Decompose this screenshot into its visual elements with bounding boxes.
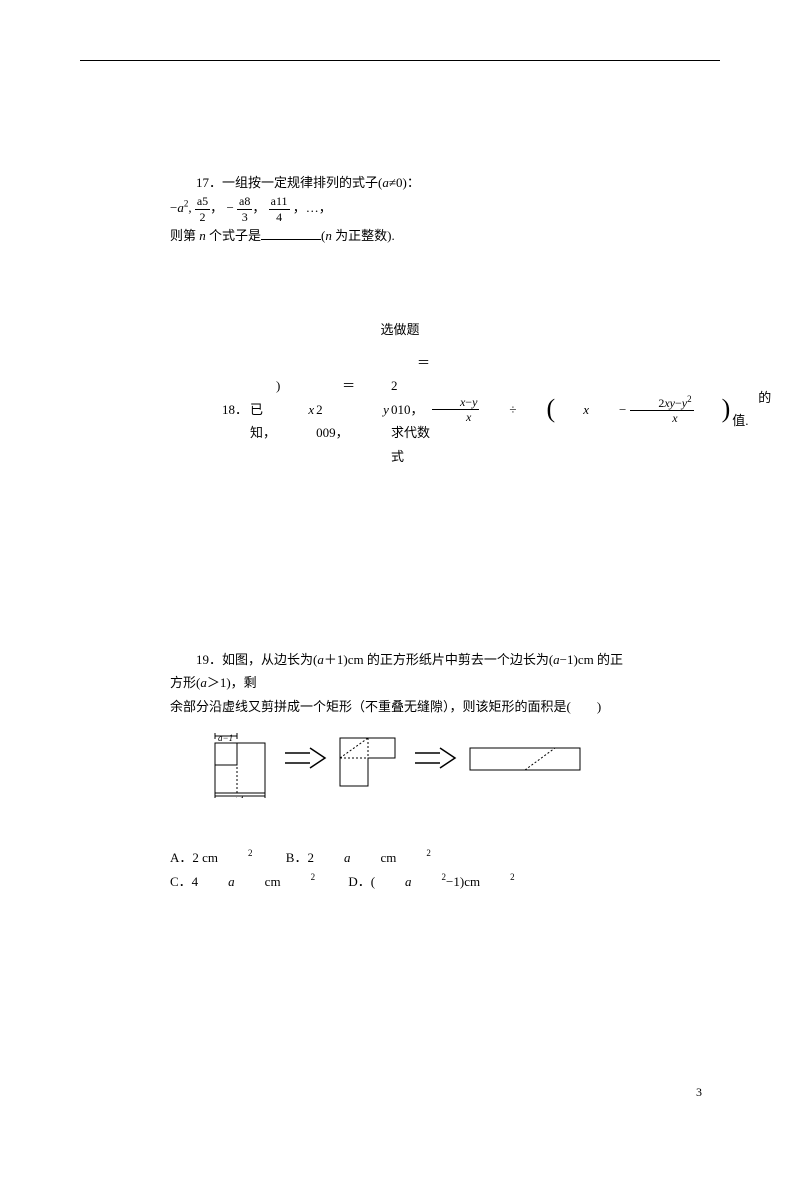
q18-f2num: 2xy−y2: [630, 394, 693, 411]
q18-f2den: x: [630, 411, 693, 425]
oa-l: A．2 cm: [170, 846, 218, 869]
option-d: D．(a2−1)cm2: [348, 869, 514, 893]
oa-s: 2: [248, 848, 253, 858]
page-number: 3: [696, 1082, 702, 1104]
q17-n1: n: [196, 228, 209, 243]
q18-line: 18．)已知，x＝2 009，y＝2 010，求代数式 x−y x ÷ ( x …: [196, 351, 771, 468]
q17-frac2: a83: [237, 194, 252, 224]
q18-lparen: (: [521, 386, 556, 433]
q18-div: ÷: [483, 398, 516, 421]
q17-l3d: 为正整数).: [332, 228, 395, 243]
q17-sup1: 2: [184, 199, 189, 209]
q17-text-a: 一组按一定规律排列的式子(: [222, 175, 382, 190]
q17-f3-num: a11: [269, 194, 290, 209]
q19-figure: a−1 a+1: [170, 728, 630, 805]
content-area: 17．一组按一定规律排列的式子(a≠0)： −a2, a52， − a83， a…: [170, 131, 630, 893]
oc-r: cm: [265, 870, 281, 893]
question-17: 17．一组按一定规律排列的式子(a≠0)： −a2, a52， − a83， a…: [170, 171, 630, 248]
q19-options: A．2 cm2 B．2a cm2 C．4a cm2 D．(a2−1)cm2: [170, 845, 630, 892]
q18-rparen: ): [696, 386, 731, 433]
oc-s: 2: [311, 872, 316, 882]
q19-t1: 如图，从边长为(: [222, 652, 317, 667]
q17-line1: 17．一组按一定规律排列的式子(a≠0)：: [170, 171, 630, 194]
q19-number: 19．: [196, 652, 222, 667]
question-19: 19．如图，从边长为(a＋1)cm 的正方形纸片中剪去一个边长为(a−1)cm …: [170, 648, 630, 893]
q19-line2: 余部分沿虚线又剪拼成一个矩形（不重叠无缝隙），则该矩形的面积是( ): [170, 695, 630, 718]
q17-f1-num: a5: [195, 194, 210, 209]
fig-label-top: a−1: [218, 733, 233, 743]
q18-number: 18．: [196, 398, 248, 421]
ob-r: cm: [380, 846, 396, 869]
q17-sequence: −a2, a52， − a83， a114 ，…，: [170, 194, 630, 224]
page-frame: 17．一组按一定规律排列的式子(a≠0)： −a2, a52， − a83， a…: [80, 60, 720, 945]
q17-tail: ，…，: [293, 200, 332, 215]
q18-x: x: [282, 398, 314, 421]
q17-neg2: −: [226, 200, 233, 215]
ob-s: 2: [426, 848, 431, 858]
ob-l: B．2: [286, 846, 314, 869]
q19-g1: ＞1)，剩: [207, 675, 257, 690]
q18-itsup: 2: [687, 394, 692, 404]
q18-tail: 的值.: [732, 386, 771, 433]
question-18: 18．)已知，x＝2 009，y＝2 010，求代数式 x−y x ÷ ( x …: [170, 351, 630, 468]
q17-number: 17．: [196, 175, 222, 190]
q18-frac2: 2xy−y2 x: [630, 394, 693, 426]
od-m: −1)cm: [446, 870, 480, 893]
q18-f1num: x−y: [432, 395, 479, 410]
oc-a: a: [228, 870, 235, 893]
q17-frac1: a52: [195, 194, 210, 224]
q18-f1den: x: [432, 410, 479, 424]
option-b: B．2 a cm 2: [286, 845, 431, 869]
q18-minus: −: [593, 398, 626, 421]
optional-heading: 选做题: [170, 318, 630, 341]
q19-p1: ＋1)cm 的正方形纸片中剪去一个边长为(: [324, 652, 553, 667]
q18-ft-b: y: [472, 395, 477, 409]
q19-line1: 19．如图，从边长为(a＋1)cm 的正方形纸片中剪去一个边长为(a−1)cm …: [170, 648, 630, 695]
q17-f2-num: a8: [237, 194, 252, 209]
od-s2: 2: [510, 872, 515, 882]
q18-y: y: [357, 398, 389, 421]
q18-frac1: x−y x: [432, 395, 479, 425]
q18-itm: −: [675, 396, 682, 410]
q17-line3: 则第 n 个式子是(n 为正整数).: [170, 224, 630, 247]
ob-a: a: [344, 846, 351, 869]
q17-l3b: 个式子是: [209, 228, 261, 243]
q18-texta: )已知，: [250, 374, 280, 444]
q17-text-b: ≠0)：: [389, 175, 420, 190]
q18-px: x: [557, 398, 589, 421]
q19-svg: a−1 a+1: [205, 728, 595, 798]
q17-l3a: 则第: [170, 228, 196, 243]
oc-l: C．4: [170, 870, 198, 893]
q18-itxy: xy: [664, 396, 675, 410]
od-l: D．(: [348, 870, 375, 893]
q17-blank: [261, 227, 321, 240]
q17-f1-den: 2: [195, 210, 210, 224]
option-a: A．2 cm 2: [170, 845, 253, 869]
option-c: C．4 a cm 2: [170, 869, 315, 893]
q17-f2-den: 3: [237, 210, 252, 224]
q18-eq2: ＝2 010，求代数式: [391, 351, 430, 468]
q17-frac3: a114: [269, 194, 290, 224]
q17-f3-den: 4: [269, 210, 290, 224]
od-a: a: [405, 870, 412, 893]
q18-eq1: ＝2 009，: [316, 374, 355, 444]
